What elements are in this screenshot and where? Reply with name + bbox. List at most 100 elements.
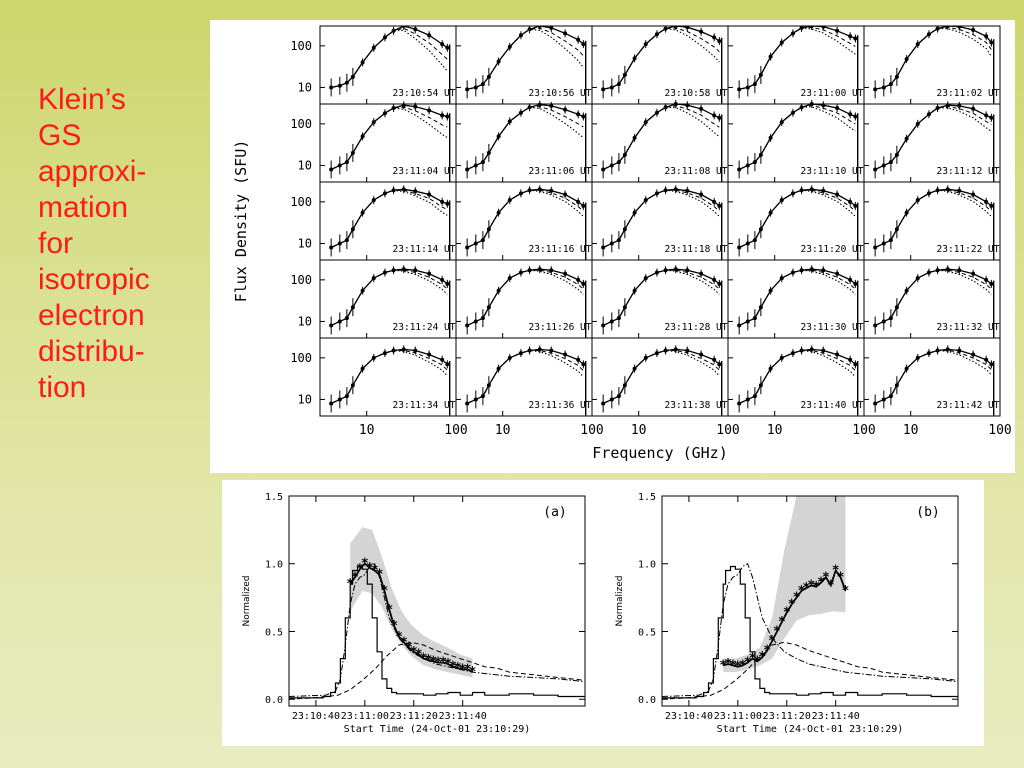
data-point — [888, 394, 893, 399]
data-point — [971, 352, 976, 357]
panel-frame — [863, 337, 1001, 417]
dashdot-series-line — [289, 562, 585, 697]
data-point — [344, 160, 349, 165]
data-point — [643, 42, 648, 47]
data-point — [609, 397, 614, 402]
data-point — [685, 26, 690, 30]
data-point — [563, 107, 568, 112]
data-point — [673, 187, 678, 192]
data-point — [873, 167, 878, 172]
data-point — [654, 32, 659, 37]
data-point — [685, 348, 690, 353]
star-marker: * — [749, 652, 757, 667]
data-point — [768, 366, 773, 371]
star-marker: * — [425, 653, 433, 668]
data-point — [915, 121, 920, 126]
model-dotted-curve — [874, 349, 992, 404]
data-point — [622, 152, 627, 157]
data-point — [632, 366, 637, 371]
data-point — [712, 113, 717, 118]
panel-time-label: 23:11:42 UT — [937, 400, 1000, 411]
panel-time-label: 23:11:34 UT — [393, 400, 456, 411]
data-point — [527, 105, 532, 110]
panel-time-label: 23:11:14 UT — [393, 244, 456, 255]
star-marker: * — [469, 665, 477, 680]
data-point — [480, 316, 485, 321]
data-point — [371, 198, 376, 203]
star-marker: * — [802, 581, 810, 596]
data-point — [935, 26, 940, 31]
data-point — [576, 112, 581, 117]
data-point — [717, 281, 722, 286]
data-point — [401, 347, 406, 352]
data-point — [809, 102, 814, 106]
panel-time-label: 23:11:00 UT — [801, 88, 864, 99]
data-point — [989, 115, 994, 120]
data-point — [622, 227, 627, 232]
data-point — [888, 82, 893, 87]
star-marker: * — [734, 660, 742, 675]
data-point — [371, 45, 376, 50]
data-point — [989, 281, 994, 286]
data-point — [888, 316, 893, 321]
data-point — [717, 115, 722, 120]
star-marker: * — [744, 656, 752, 671]
data-point — [527, 268, 532, 273]
star-marker: * — [783, 606, 791, 621]
star-marker: * — [415, 648, 423, 663]
data-point — [712, 277, 717, 282]
data-point — [427, 352, 432, 357]
data-point — [413, 268, 418, 273]
data-point — [894, 152, 899, 157]
data-point — [616, 238, 621, 243]
data-point — [745, 163, 750, 168]
data-point — [576, 37, 581, 42]
star-marker: * — [753, 654, 761, 669]
star-marker: * — [429, 654, 437, 669]
y-tick-label: 100 — [290, 117, 312, 131]
data-point — [945, 187, 950, 192]
star-marker: * — [729, 658, 737, 673]
x-tick-label: 23:11:20 — [390, 711, 438, 722]
spectrum-panel: 23:11:40 UT — [727, 337, 865, 417]
time-profile-figure: * * * * * * * * * * * * * * * * * * * * * * * * * * 0.0 0.5 1.0 1.5 23… — [222, 480, 984, 746]
model-dotted-curve — [874, 107, 992, 170]
uncertainty-band — [350, 527, 473, 678]
x-tick-label: 10 — [767, 423, 783, 438]
data-point — [790, 110, 795, 115]
panel-time-label: 23:11:40 UT — [801, 400, 864, 411]
data-point — [758, 383, 763, 388]
data-point — [971, 106, 976, 111]
data-point — [685, 103, 690, 108]
data-point — [673, 347, 678, 352]
y-tick-label: 100 — [290, 273, 312, 287]
model-dotted-curve — [602, 106, 720, 170]
model-dashed-curve — [331, 27, 448, 88]
data-point — [616, 82, 621, 87]
data-point — [848, 34, 853, 39]
data-point — [391, 188, 396, 193]
y-tick-label: 100 — [290, 39, 312, 53]
star-marker: * — [444, 657, 452, 672]
data-point — [382, 191, 387, 196]
data-point — [344, 80, 349, 85]
data-point — [945, 103, 950, 108]
data-point — [835, 352, 840, 357]
data-point — [632, 56, 637, 61]
data-point — [673, 102, 678, 106]
fit-curve — [602, 103, 720, 171]
data-point — [329, 401, 334, 406]
data-point — [445, 201, 450, 206]
data-point — [337, 163, 342, 168]
y-tick-label: 10 — [298, 314, 312, 328]
data-point — [768, 288, 773, 293]
data-point — [632, 210, 637, 215]
spectrum-panel: 23:11:38 UT — [591, 337, 729, 417]
data-point — [737, 323, 742, 328]
step-series-line — [289, 565, 585, 699]
data-point — [581, 362, 586, 367]
model-dashed-curve — [466, 189, 584, 248]
data-point — [622, 383, 627, 388]
spectrum-panel: 23:10:54 UT — [319, 25, 457, 105]
model-dashed-curve — [874, 189, 992, 248]
